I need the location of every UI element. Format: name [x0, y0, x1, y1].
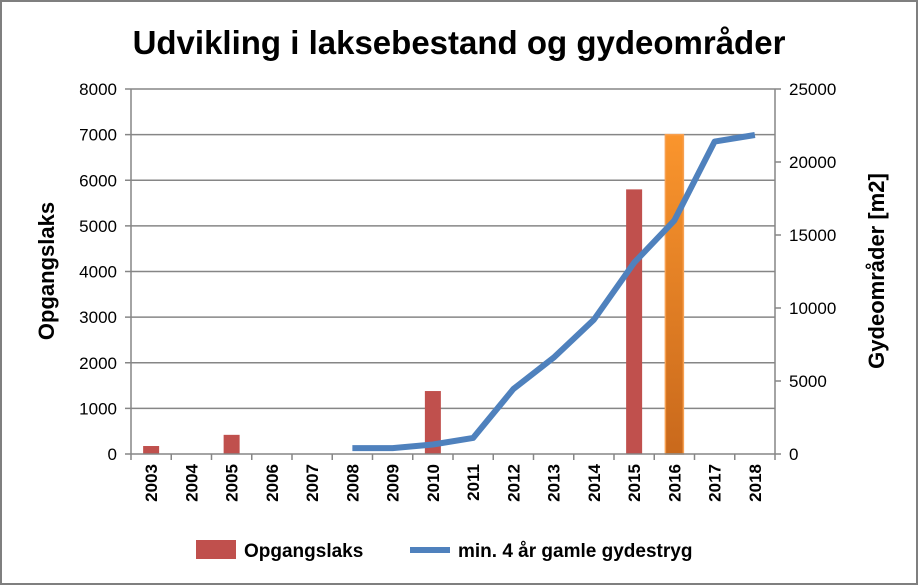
x-tick-label: 2006	[263, 464, 282, 502]
y2-tick-label: 25000	[789, 80, 836, 99]
bar	[424, 391, 441, 454]
x-tick-label: 2003	[142, 464, 161, 502]
y-axis-label: Opgangslaks	[34, 202, 59, 340]
bar	[143, 446, 160, 454]
y2-tick-label: 5000	[789, 372, 827, 391]
y-tick-label: 4000	[79, 263, 117, 282]
y2-tick-label: 15000	[789, 226, 836, 245]
x-tick-label: 2012	[504, 464, 523, 502]
bar	[626, 189, 643, 454]
legend-swatch-bars	[196, 540, 236, 559]
y-tick-label: 5000	[79, 217, 117, 236]
x-tick-label: 2018	[746, 464, 765, 502]
y-tick-label: 6000	[79, 171, 117, 190]
x-tick-label: 2017	[706, 464, 725, 502]
x-tick-label: 2010	[424, 464, 443, 502]
legend-label-line: min. 4 år gamle gydestryg	[458, 541, 692, 562]
y-tick-label: 1000	[79, 399, 117, 418]
y2-tick-label: 20000	[789, 153, 836, 172]
y2-tick-label: 10000	[789, 299, 836, 318]
bar-highlight	[664, 133, 685, 455]
y-tick-label: 3000	[79, 308, 117, 327]
x-tick-label: 2011	[464, 464, 483, 501]
x-tick-label: 2009	[384, 464, 403, 502]
y2-axis-label: Gydeområder [m2]	[864, 173, 889, 369]
x-tick-label: 2014	[585, 463, 604, 501]
x-tick-label: 2004	[182, 463, 201, 501]
y-tick-label: 8000	[79, 80, 117, 99]
x-tick-label: 2007	[303, 464, 322, 502]
y2-tick-label: 0	[789, 445, 798, 464]
x-tick-label: 2013	[545, 464, 564, 502]
bar	[223, 434, 240, 454]
legend-label-bars: Opgangslaks	[244, 541, 363, 562]
x-tick-label: 2008	[343, 464, 362, 502]
chart-title: Udvikling i laksebestand og gydeområder	[133, 24, 786, 61]
y-tick-label: 7000	[79, 126, 117, 145]
y-tick-label: 0	[108, 445, 117, 464]
x-tick-label: 2015	[625, 464, 644, 502]
y-tick-label: 2000	[79, 354, 117, 373]
x-tick-label: 2016	[665, 464, 684, 502]
x-tick-label: 2005	[223, 464, 242, 502]
